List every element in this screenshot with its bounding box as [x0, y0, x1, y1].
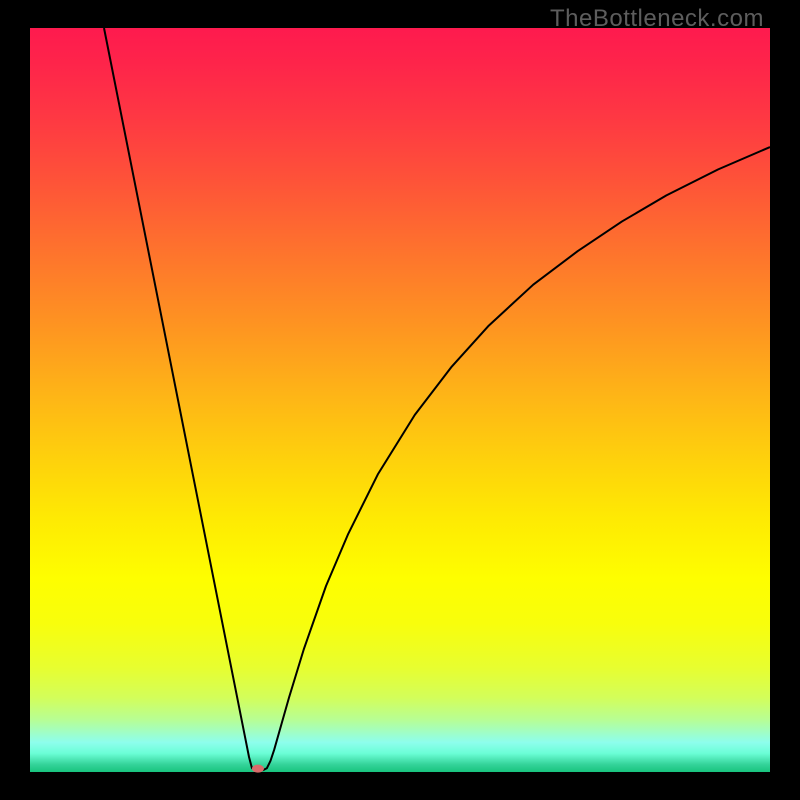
plot-background — [30, 28, 770, 772]
watermark-text: TheBottleneck.com — [550, 5, 764, 33]
chart-svg — [0, 0, 800, 800]
chart-container: TheBottleneck.com — [0, 0, 800, 800]
optimal-marker — [252, 765, 264, 773]
